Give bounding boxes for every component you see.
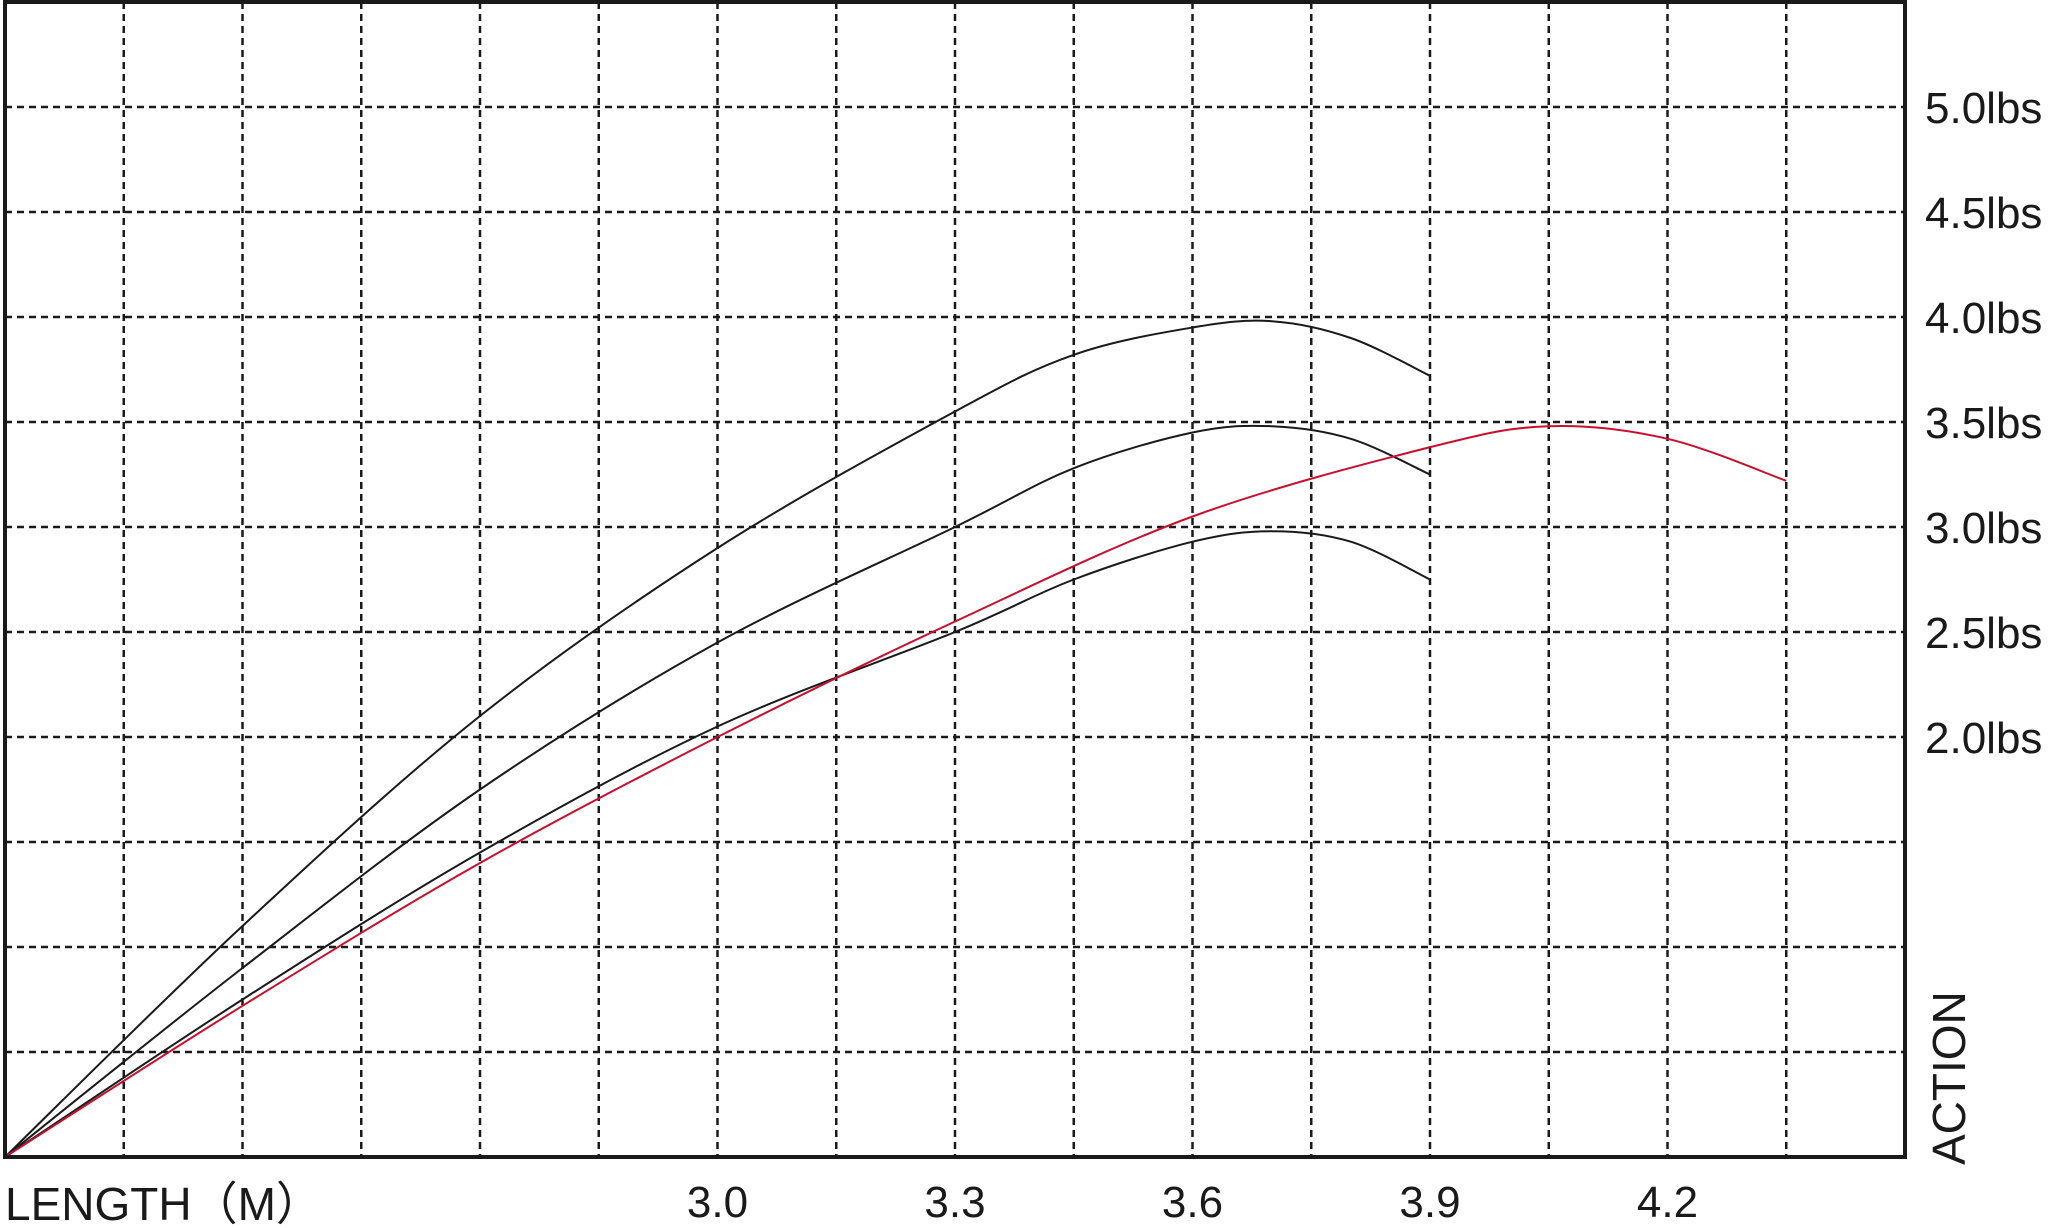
y-tick-label: 4.0lbs xyxy=(1925,294,2042,343)
x-tick-label: 4.2 xyxy=(1637,1178,1698,1227)
y-tick-label: 2.5lbs xyxy=(1925,609,2042,658)
y-axis-label: ACTION xyxy=(1923,991,1975,1165)
y-tick-label: 5.0lbs xyxy=(1925,84,2042,133)
grid-layer xyxy=(5,2,1905,1157)
y-tick-label: 3.5lbs xyxy=(1925,399,2042,448)
series-line-2 xyxy=(4,424,1431,1158)
series-line-3 xyxy=(4,530,1431,1158)
x-tick-label: 3.0 xyxy=(687,1178,748,1227)
y-tick-labels: 2.0lbs 2.5lbs 3.0lbs 3.5lbs 4.0lbs 4.5lbs 5.0l… xyxy=(1925,84,2042,763)
series-layer xyxy=(4,319,1787,1158)
x-tick-labels: 3.0 3.3 3.6 3.9 4.2 xyxy=(687,1178,1698,1227)
x-tick-label: 3.9 xyxy=(1399,1178,1460,1227)
x-tick-label: 3.3 xyxy=(924,1178,985,1227)
x-axis-label: LENGTH（M） xyxy=(5,1178,322,1228)
y-tick-label: 4.5lbs xyxy=(1925,189,2042,238)
y-tick-label: 3.0lbs xyxy=(1925,504,2042,553)
plot-frame xyxy=(3,0,1907,1159)
x-tick-label: 3.6 xyxy=(1162,1178,1223,1227)
series-line-4 xyxy=(4,424,1787,1158)
series-line-1 xyxy=(4,319,1431,1158)
y-tick-label: 2.0lbs xyxy=(1925,714,2042,763)
